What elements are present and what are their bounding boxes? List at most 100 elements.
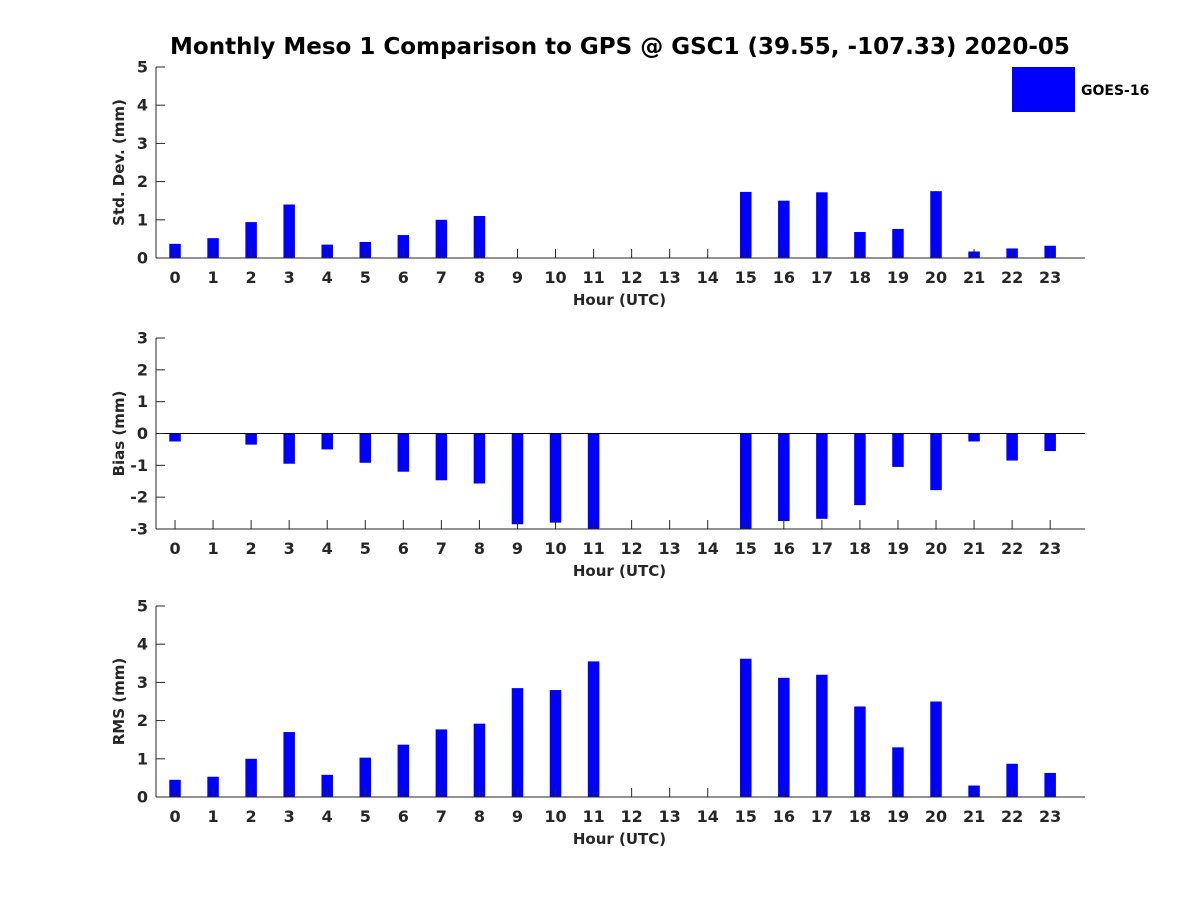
x-axis-label: Hour (UTC)	[573, 291, 666, 309]
bar	[207, 776, 219, 797]
x-tick-label: 0	[169, 539, 180, 558]
x-tick-label: 16	[773, 807, 795, 826]
bar	[435, 219, 448, 258]
x-tick-label: 5	[360, 807, 371, 826]
bar	[968, 433, 980, 442]
x-tick-label: 23	[1039, 807, 1061, 826]
x-tick-label: 19	[887, 539, 909, 558]
y-tick-label: 0	[137, 249, 148, 268]
bar	[207, 238, 219, 258]
y-tick-label: 4	[137, 96, 148, 115]
y-tick-label: 2	[137, 711, 148, 730]
x-tick-label: 19	[887, 807, 909, 826]
x-tick-label: 16	[773, 268, 795, 287]
x-tick-label: 9	[512, 268, 523, 287]
bar	[930, 191, 942, 258]
x-tick-label: 1	[208, 539, 219, 558]
x-tick-label: 7	[436, 807, 447, 826]
bar	[740, 433, 752, 529]
x-tick-label: 20	[925, 807, 947, 826]
bar	[397, 235, 410, 258]
bar	[1006, 763, 1018, 797]
x-tick-label: 22	[1001, 268, 1023, 287]
bar	[283, 732, 295, 797]
bar	[892, 228, 904, 258]
x-tick-label: 5	[360, 268, 371, 287]
bar	[473, 433, 486, 484]
bar	[473, 723, 486, 797]
x-tick-label: 2	[246, 807, 257, 826]
y-tick-label: 3	[137, 134, 148, 153]
y-tick-label: 4	[137, 635, 148, 654]
bar	[321, 774, 333, 797]
x-tick-label: 15	[735, 807, 757, 826]
legend: GOES-16	[1012, 67, 1149, 112]
bar	[245, 433, 257, 445]
bar	[511, 688, 524, 797]
chart-title: Monthly Meso 1 Comparison to GPS @ GSC1 …	[170, 34, 1070, 60]
x-tick-label: 8	[474, 539, 485, 558]
x-tick-label: 16	[773, 539, 795, 558]
x-tick-label: 23	[1039, 268, 1061, 287]
x-tick-label: 13	[659, 268, 681, 287]
y-tick-label: -3	[130, 520, 148, 539]
x-tick-label: 22	[1001, 807, 1023, 826]
x-tick-label: 8	[474, 807, 485, 826]
x-tick-label: 21	[963, 807, 985, 826]
x-tick-label: 3	[284, 807, 295, 826]
bar	[778, 200, 790, 258]
bar	[359, 757, 372, 797]
bar	[321, 433, 333, 450]
x-tick-label: 18	[849, 268, 871, 287]
x-tick-label: 4	[322, 268, 333, 287]
bar	[473, 215, 486, 258]
legend-swatch	[1012, 67, 1075, 112]
x-tick-label: 11	[582, 807, 604, 826]
legend-label: GOES-16	[1081, 83, 1149, 99]
x-tick-label: 1	[208, 807, 219, 826]
x-tick-label: 10	[544, 539, 566, 558]
x-tick-label: 4	[322, 807, 333, 826]
x-tick-label: 7	[436, 268, 447, 287]
x-tick-label: 3	[284, 268, 295, 287]
x-tick-label: 14	[697, 539, 719, 558]
x-tick-label: 21	[963, 268, 985, 287]
y-axis-label: Std. Dev. (mm)	[110, 99, 128, 226]
y-axis-label: RMS (mm)	[110, 658, 128, 745]
x-tick-label: 3	[284, 539, 295, 558]
bar	[245, 222, 257, 258]
bar	[283, 433, 295, 464]
x-tick-label: 0	[169, 268, 180, 287]
bar	[397, 744, 410, 797]
x-tick-label: 21	[963, 539, 985, 558]
x-tick-label: 14	[697, 807, 719, 826]
bar	[778, 433, 790, 522]
bar	[816, 433, 828, 519]
x-tick-label: 22	[1001, 539, 1023, 558]
x-tick-label: 23	[1039, 539, 1061, 558]
bar	[435, 729, 448, 797]
x-tick-label: 19	[887, 268, 909, 287]
bar	[854, 433, 866, 506]
x-tick-label: 2	[246, 539, 257, 558]
x-tick-label: 17	[811, 807, 833, 826]
bar	[778, 677, 790, 797]
bar	[854, 232, 866, 258]
x-axis-label: Hour (UTC)	[573, 830, 666, 848]
bar	[511, 433, 524, 525]
bar	[549, 433, 562, 523]
x-tick-label: 11	[582, 268, 604, 287]
x-tick-label: 20	[925, 268, 947, 287]
x-tick-label: 11	[582, 539, 604, 558]
y-tick-label: -1	[130, 456, 148, 475]
x-tick-label: 5	[360, 539, 371, 558]
bar	[1006, 433, 1018, 461]
x-tick-label: 13	[659, 807, 681, 826]
y-axis-label: Bias (mm)	[110, 391, 128, 477]
x-tick-label: 9	[512, 539, 523, 558]
